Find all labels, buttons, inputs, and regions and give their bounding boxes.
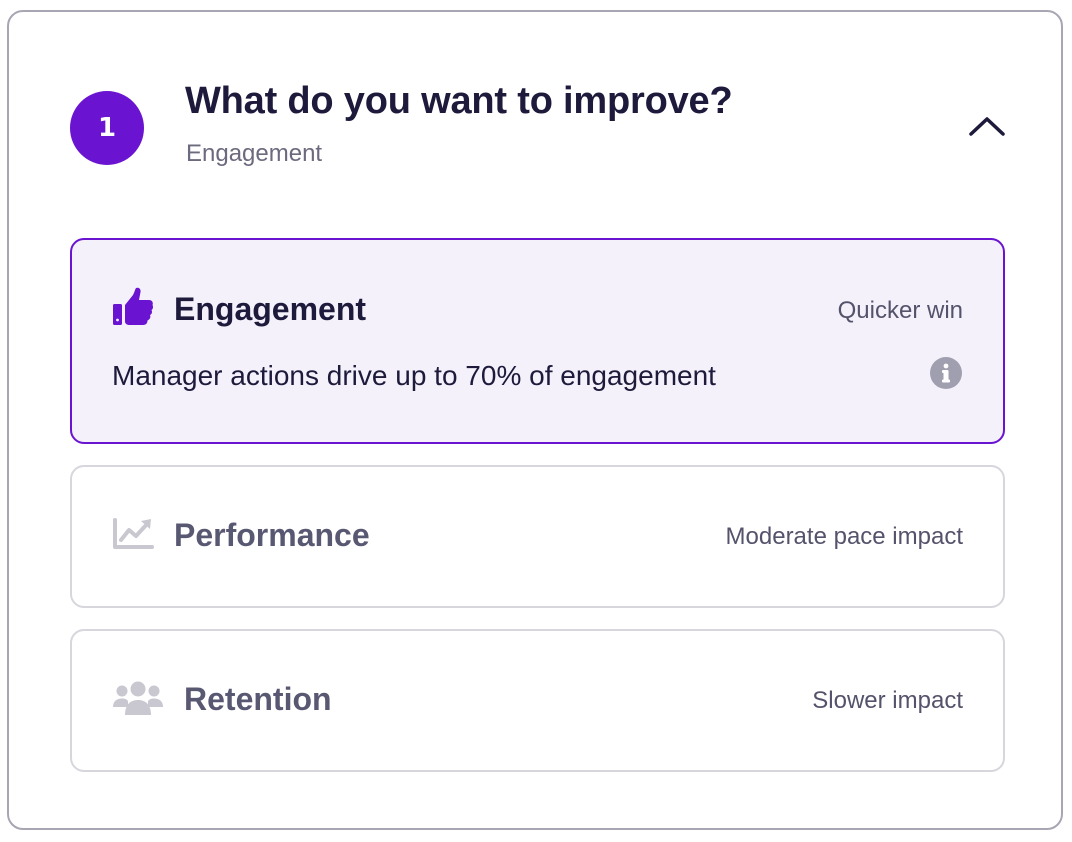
option-description: Manager actions drive up to 70% of engag… (112, 360, 716, 391)
improve-step-panel: 1 What do you want to improve? Engagemen… (7, 10, 1063, 830)
option-title: Engagement (174, 291, 367, 327)
option-retention[interactable]: Retention Slower impact (70, 629, 1005, 772)
step-number: 1 (97, 113, 117, 143)
trend-chart-icon (112, 517, 154, 551)
option-title: Performance (174, 517, 370, 553)
step-title: What do you want to improve? (185, 80, 733, 122)
selected-summary: Engagement (186, 140, 323, 167)
option-title: Retention (184, 681, 332, 717)
thumbs-up-icon (112, 286, 154, 328)
option-engagement[interactable]: Engagement Quicker win Manager actions d… (70, 238, 1005, 444)
info-icon[interactable] (929, 356, 963, 390)
collapse-button[interactable] (963, 108, 1011, 144)
step-number-badge: 1 (70, 91, 144, 165)
chevron-up-icon (969, 117, 1005, 136)
option-impact: Moderate pace impact (725, 523, 963, 550)
option-impact: Quicker win (837, 297, 963, 324)
option-impact: Slower impact (812, 687, 963, 714)
people-group-icon (112, 681, 164, 717)
option-performance[interactable]: Performance Moderate pace impact (70, 465, 1005, 608)
